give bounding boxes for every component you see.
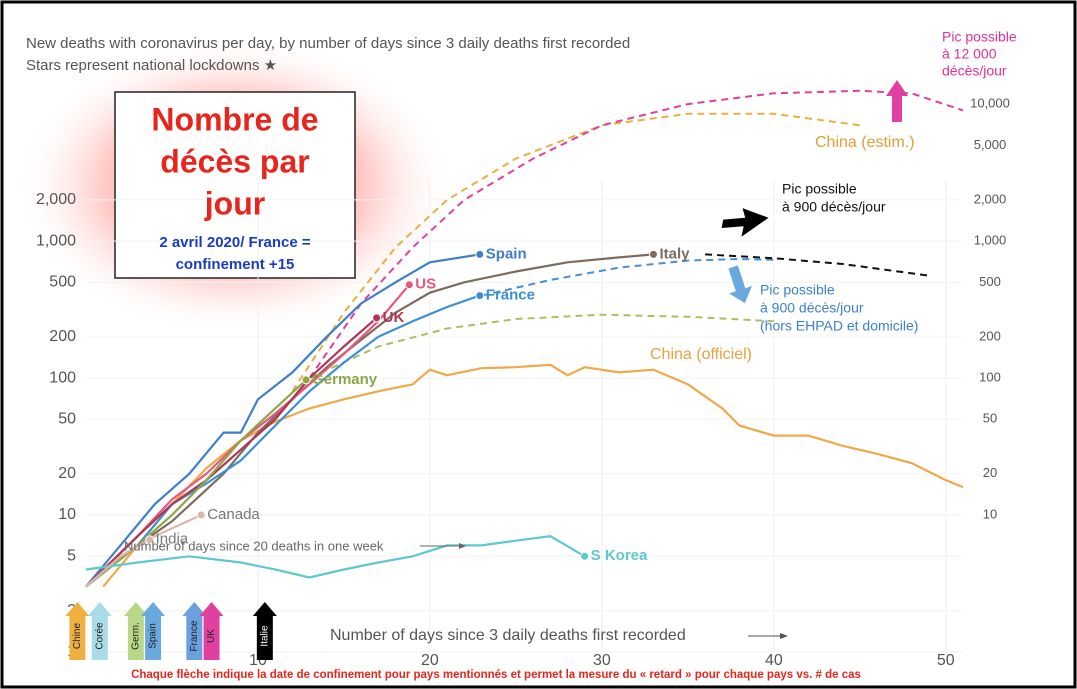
- projection-label: China (estim.): [815, 134, 915, 151]
- series-label: Germany: [312, 371, 378, 388]
- y-tick-label: 200: [49, 328, 76, 345]
- lockdown-label: France: [189, 620, 200, 652]
- y-tick-label-right: 100: [979, 369, 1001, 384]
- projection-line: [308, 89, 964, 379]
- annotation-arrow: [459, 543, 466, 549]
- annotation: (hors EHPAD et domicile): [760, 318, 918, 334]
- axis-arrow: [780, 633, 788, 639]
- lockdown-label: Germ.: [131, 622, 142, 650]
- headline-note: confinement +15: [176, 256, 295, 273]
- series-label: UK: [383, 309, 405, 326]
- projection-line: [705, 253, 929, 277]
- y-tick-label: 100: [49, 369, 76, 386]
- series-end: [648, 249, 658, 259]
- annotation: à 900 décès/jour: [760, 300, 864, 316]
- pink-arrow: [886, 80, 908, 122]
- axis-label: Number of days since 3 daily deaths firs…: [330, 627, 686, 644]
- series-end: [475, 291, 485, 301]
- y-tick-label-right: 20: [983, 465, 997, 480]
- series-label: Italy: [659, 245, 690, 262]
- y-tick-label: 5: [67, 547, 76, 564]
- headline: Nombre de: [151, 101, 318, 137]
- annotation: Pic possible: [942, 29, 1017, 45]
- series-label: India: [156, 531, 189, 548]
- annotation: décès/jour: [942, 63, 1007, 79]
- projection-line: [309, 313, 774, 380]
- y-tick-label-right: 200: [979, 328, 1001, 343]
- lockdown-arrow: [87, 602, 112, 660]
- y-tick-label: 20: [58, 465, 76, 482]
- series-label: Canada: [207, 506, 260, 523]
- lockdown-arrow: [182, 602, 207, 660]
- series-label: Spain: [486, 245, 527, 262]
- series-label: S Korea: [591, 547, 648, 564]
- series-line: [85, 253, 654, 588]
- y-tick-label-right: 50: [983, 411, 997, 426]
- y-tick-label-right: 2,000: [974, 191, 1007, 206]
- series-label: France: [486, 287, 535, 304]
- series-end: [301, 375, 311, 385]
- footer: Chaque flèche indique la date de confine…: [131, 669, 861, 681]
- series-end: [475, 249, 485, 259]
- y-tick-label: 500: [49, 274, 76, 291]
- x-tick-label: 50: [937, 652, 955, 669]
- projection-line: [291, 112, 860, 392]
- lockdown-arrow: [123, 602, 148, 660]
- x-tick-label: 40: [765, 652, 783, 669]
- series-line: [85, 535, 586, 579]
- series-end: [404, 280, 414, 290]
- lockdown-label: Chine: [72, 623, 83, 650]
- series-label: China (officiel): [650, 346, 752, 363]
- headline: décès par: [160, 143, 309, 179]
- series-line: [85, 283, 411, 588]
- series-line: [85, 294, 481, 588]
- series-end: [196, 510, 206, 520]
- x-tick-label: 20: [421, 652, 439, 669]
- series-label: US: [415, 276, 436, 293]
- y-tick-label-right: 10,000: [970, 96, 1010, 111]
- annotation: à 12 000: [942, 46, 997, 62]
- series-end: [372, 313, 382, 323]
- lockdown-label: Italie: [259, 625, 270, 647]
- chart-subtitle: Stars represent national lockdowns ★: [26, 57, 277, 74]
- y-tick-label-right: 500: [979, 274, 1001, 289]
- lockdown-label: Corée: [94, 622, 105, 650]
- y-tick-label: 50: [58, 411, 76, 428]
- lockdown-arrow: [65, 602, 90, 660]
- lockdown-arrow: [252, 602, 277, 660]
- x-tick-label: 30: [593, 652, 611, 669]
- black-arrow: [721, 208, 769, 237]
- blue-arrow: [728, 265, 752, 304]
- series-line: [85, 317, 378, 588]
- series-line: [85, 538, 151, 588]
- y-tick-label-right: 5,000: [974, 137, 1007, 152]
- series-end: [580, 551, 590, 561]
- series-end: [145, 535, 155, 545]
- series-line: [85, 253, 480, 588]
- y-tick-label-right: 10: [983, 506, 997, 521]
- annotation: Pic possible: [760, 282, 835, 298]
- lockdown-arrow: [199, 602, 224, 660]
- annotation: Pic possible: [782, 181, 857, 197]
- lockdown-label: Spain: [148, 623, 159, 649]
- y-tick-label: 1,000: [36, 232, 76, 249]
- headline-box: [114, 91, 356, 279]
- annotation: à 900 décès/jour: [782, 199, 886, 215]
- projection-line: [481, 257, 774, 297]
- y-tick-label-right: 1,000: [974, 233, 1007, 248]
- lockdown-label: UK: [206, 629, 217, 643]
- headline-note: 2 avril 2020/ France =: [159, 234, 311, 251]
- y-tick-label: 2,000: [36, 191, 76, 208]
- headline: jour: [204, 185, 265, 221]
- annotation: Number of days since 20 deaths in one we…: [124, 538, 384, 553]
- y-tick-label: 10: [58, 506, 76, 523]
- chart-title: New deaths with coronavirus per day, by …: [26, 35, 630, 52]
- lockdown-arrow: [141, 602, 166, 660]
